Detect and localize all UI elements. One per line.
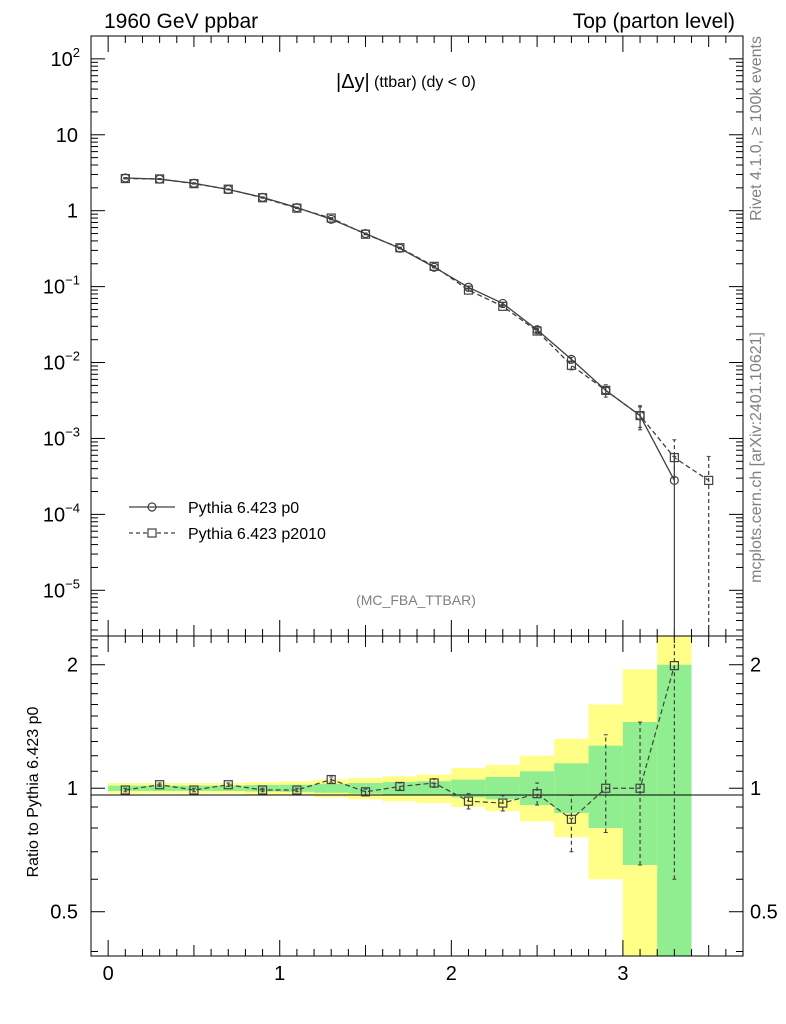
series-line-0 [125, 177, 675, 481]
ratio-point [532, 789, 542, 799]
header-left: 1960 GeV ppbar [104, 10, 258, 33]
main-y-tick-label: 10−3 [43, 424, 80, 450]
data-point-square [395, 243, 405, 253]
data-point-square [120, 173, 130, 184]
ratio-point [223, 780, 233, 790]
ratio-y-tick-label-left: 2 [67, 655, 78, 677]
ratio-band-green [451, 779, 486, 798]
data-point-square [155, 174, 165, 184]
x-tick-label: 1 [274, 963, 285, 985]
ratio-y-tick-label-left: 0.5 [50, 902, 78, 924]
ratio-point [601, 783, 611, 793]
ratio-y-tick-label-right: 1 [750, 778, 761, 800]
ratio-point [429, 778, 439, 788]
data-point-square [532, 326, 542, 336]
data-point-circle [566, 354, 577, 364]
ratio-y-tick-label-right: 0.5 [750, 902, 778, 924]
ratio-frame [90, 635, 744, 957]
ratio-band-green [657, 664, 692, 956]
ratio-panel: 2 2 1 1 0.5 0.5 0 1 2 3 Ratio to Pythia 6.423 p0 [25, 635, 778, 985]
ratio-point [360, 787, 371, 797]
ratio-point [395, 781, 405, 792]
ratio-y-axis-label: Ratio to Pythia 6.423 p0 [25, 707, 42, 878]
ratio-band-green [314, 783, 349, 793]
data-point-square [257, 193, 268, 203]
ratio-ticks [91, 636, 743, 956]
legend-label-p2010: Pythia 6.423 p2010 [188, 526, 326, 543]
data-point-square [292, 203, 302, 213]
ratio-point [635, 783, 645, 793]
main-y-tick-label: 10−4 [43, 500, 80, 526]
plot-title-main: |Δy| [336, 71, 370, 93]
x-tick-labels: 0 1 2 3 [103, 963, 629, 985]
ratio-band-green [417, 781, 452, 796]
ratio-y-tick-label-right: 2 [750, 655, 761, 677]
data-point-square [498, 301, 508, 311]
main-y-tick-label: 1 [67, 201, 78, 223]
main-ticks [91, 35, 743, 636]
analysis-label: (MC_FBA_TTBAR) [356, 592, 476, 608]
main-y-tick-label: 10−1 [43, 273, 80, 299]
ratio-series [120, 635, 679, 880]
ratio-band-green [485, 777, 520, 800]
data-point-square [326, 213, 336, 223]
data-point-square [601, 385, 611, 395]
header-right: Top (parton level) [573, 10, 735, 33]
ratio-point [463, 796, 474, 806]
plot-title-sub: (ttbar) (dy < 0) [374, 74, 476, 91]
ratio-point [155, 780, 165, 790]
data-point-square [566, 360, 577, 370]
main-y-tick-labels: 102 10 1 10−1 10−2 10−3 10−4 10−5 [43, 45, 80, 602]
ratio-point [292, 785, 302, 795]
x-tick-label: 3 [617, 963, 628, 985]
ratio-point [498, 798, 508, 808]
data-point-square [463, 285, 474, 295]
data-point-square [635, 410, 645, 421]
data-point-square [189, 179, 199, 189]
ratio-y-tick-labels: 2 2 1 1 0.5 0.5 [50, 655, 778, 924]
data-point-square [704, 475, 714, 486]
mcplots-label: mcplots.cern.ch [arXiv:2401.10621] [748, 332, 765, 583]
ratio-point [326, 774, 336, 785]
data-point-square [669, 452, 679, 463]
data-point-square [429, 261, 439, 271]
legend-label-p0: Pythia 6.423 p0 [188, 500, 299, 517]
ratio-point [257, 785, 268, 795]
main-series [120, 173, 714, 637]
ratio-bands [108, 636, 692, 956]
ratio-band-green [554, 763, 589, 814]
series-line-1 [125, 177, 710, 481]
main-y-tick-label: 10−5 [43, 576, 80, 602]
data-point-square [360, 229, 371, 239]
x-tick-label: 0 [103, 963, 114, 985]
legend-marker-p2010 [147, 528, 157, 538]
main-y-tick-label: 102 [51, 45, 80, 71]
rivet-label: Rivet 4.1.0, ≥ 100k events [748, 36, 765, 221]
main-frame [90, 35, 744, 637]
ratio-point [120, 785, 130, 795]
legend-marker-p0 [147, 502, 157, 512]
legend: Pythia 6.423 p0 Pythia 6.423 p2010 [129, 500, 326, 543]
data-point-square [223, 184, 233, 194]
main-panel: 102 10 1 10−1 10−2 10−3 10−4 10−5 |Δy| (ttbar) … [43, 35, 744, 637]
main-y-tick-label: 10 [56, 125, 78, 147]
ratio-point [189, 785, 199, 795]
ratio-point [566, 814, 577, 824]
ratio-y-tick-label-left: 1 [67, 778, 78, 800]
main-y-tick-label: 10−2 [43, 349, 80, 375]
x-tick-label: 2 [446, 963, 457, 985]
ratio-point [669, 661, 679, 671]
